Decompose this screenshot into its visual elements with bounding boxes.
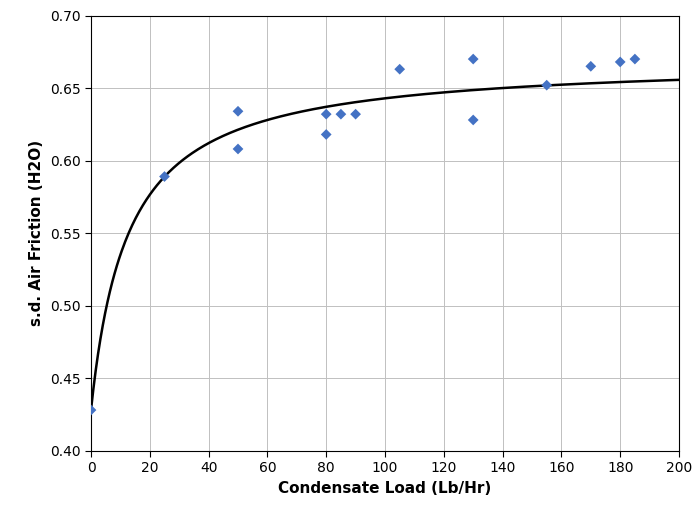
Point xyxy=(541,81,552,89)
Point xyxy=(629,55,641,63)
Point xyxy=(321,110,332,118)
Point xyxy=(232,107,244,116)
Point xyxy=(585,62,596,70)
Point xyxy=(159,172,170,181)
Point xyxy=(232,145,244,153)
Point xyxy=(615,58,626,66)
Point xyxy=(350,110,361,118)
Point xyxy=(85,406,97,414)
Point xyxy=(335,110,346,118)
X-axis label: Condensate Load (Lb/Hr): Condensate Load (Lb/Hr) xyxy=(279,481,491,496)
Point xyxy=(321,131,332,139)
Point xyxy=(394,65,405,74)
Y-axis label: s.d. Air Friction (H2O): s.d. Air Friction (H2O) xyxy=(29,140,44,326)
Point xyxy=(468,116,479,124)
Point xyxy=(468,55,479,63)
